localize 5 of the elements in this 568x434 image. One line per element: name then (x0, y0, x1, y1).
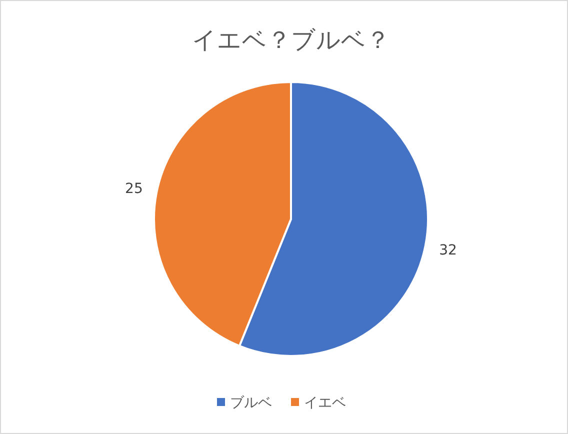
data-label: 25 (125, 181, 143, 198)
chart-title: イエベ？ブルベ？ (192, 26, 390, 54)
legend-label: ブルベ (230, 394, 272, 411)
legend-label: イエベ (304, 394, 346, 411)
data-label: 32 (439, 242, 457, 259)
